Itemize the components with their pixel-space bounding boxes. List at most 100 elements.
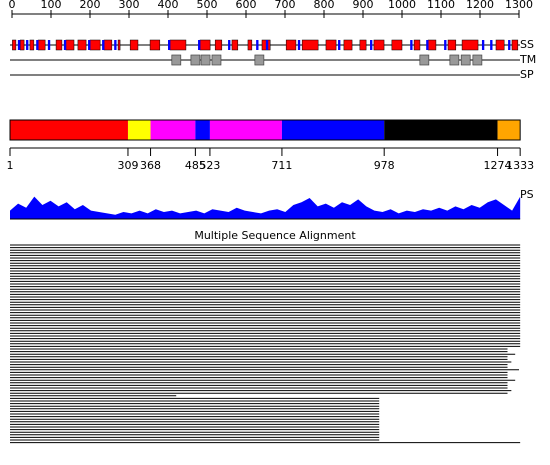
strand xyxy=(168,40,171,50)
helix xyxy=(55,39,63,51)
helix xyxy=(343,39,353,51)
tm-segment xyxy=(200,54,211,66)
tm-segment xyxy=(419,54,430,66)
helix xyxy=(12,39,17,51)
strand xyxy=(481,40,485,50)
tm-segment xyxy=(254,54,265,66)
helix xyxy=(117,39,121,51)
domain xyxy=(127,120,151,140)
strand xyxy=(256,40,259,50)
strand xyxy=(508,40,511,50)
helix xyxy=(77,39,87,51)
helix xyxy=(19,39,25,51)
tick-label: 100 xyxy=(41,0,62,11)
helix xyxy=(413,39,421,51)
tick-label: 1100 xyxy=(427,0,455,11)
helix xyxy=(247,39,253,51)
domain xyxy=(150,120,196,140)
tick-label: 200 xyxy=(80,0,101,11)
tick-label: 1200 xyxy=(466,0,494,11)
tm-segment xyxy=(171,54,182,66)
strand xyxy=(370,40,373,50)
helix xyxy=(373,39,385,51)
tm-segment xyxy=(449,54,460,66)
strand xyxy=(490,40,493,50)
domain xyxy=(209,120,282,140)
tick-label: 300 xyxy=(119,0,140,11)
strand xyxy=(114,40,117,50)
tick-label: 0 xyxy=(9,0,16,11)
strand xyxy=(444,40,447,50)
helix xyxy=(129,39,139,51)
helix xyxy=(301,39,319,51)
tm-segment xyxy=(190,54,201,66)
helix xyxy=(169,39,187,51)
strand xyxy=(426,40,429,50)
strand xyxy=(102,40,105,50)
boundary-label: 978 xyxy=(374,159,395,172)
helix xyxy=(391,39,403,51)
boundary-label: 368 xyxy=(140,159,161,172)
strand xyxy=(36,40,39,50)
strand xyxy=(198,40,201,50)
helix xyxy=(29,39,35,51)
strand xyxy=(410,40,413,50)
helix xyxy=(149,39,161,51)
helix xyxy=(427,39,437,51)
track-label: TM xyxy=(519,53,536,66)
helix xyxy=(65,39,75,51)
strand xyxy=(228,40,231,50)
boundary-label: 309 xyxy=(117,159,138,172)
domain xyxy=(281,120,385,140)
tick-label: 600 xyxy=(236,0,257,11)
boundary-label: 1 xyxy=(7,159,14,172)
domain xyxy=(10,120,128,140)
helix xyxy=(199,39,211,51)
domain xyxy=(195,120,210,140)
helix xyxy=(447,39,457,51)
tm-segment xyxy=(211,54,222,66)
domain xyxy=(497,120,521,140)
track-label: SP xyxy=(520,68,534,81)
helix xyxy=(325,39,337,51)
tm-segment xyxy=(460,54,471,66)
tick-label: 1300 xyxy=(505,0,533,11)
strand xyxy=(47,40,51,50)
domain-outline xyxy=(9,119,521,141)
tick-label: 800 xyxy=(314,0,335,11)
helix xyxy=(285,39,297,51)
strand xyxy=(17,40,21,50)
strand xyxy=(338,40,341,50)
helix xyxy=(461,39,479,51)
tick-label: 400 xyxy=(158,0,179,11)
tick-label: 500 xyxy=(197,0,218,11)
domain xyxy=(384,120,498,140)
tm-segment xyxy=(472,54,483,66)
helix xyxy=(495,39,505,51)
boundary-label: 485 xyxy=(185,159,206,172)
helix xyxy=(511,39,519,51)
helix xyxy=(37,39,46,51)
strand xyxy=(26,40,29,50)
tick-label: 1000 xyxy=(388,0,416,11)
helix xyxy=(359,39,367,51)
helix xyxy=(231,39,239,51)
strand xyxy=(265,40,269,50)
ps-profile xyxy=(10,196,521,219)
helix xyxy=(103,39,113,51)
strand xyxy=(63,40,67,50)
tick-label: 700 xyxy=(275,0,296,11)
boundary-label: 1333 xyxy=(506,159,534,172)
boundary-label: 523 xyxy=(199,159,220,172)
helix xyxy=(214,39,223,51)
msa-title: Multiple Sequence Alignment xyxy=(194,229,356,242)
strand xyxy=(297,40,301,50)
track-label: SS xyxy=(520,38,534,51)
track-label: PS xyxy=(520,188,534,201)
helix xyxy=(89,39,101,51)
strand xyxy=(88,40,91,50)
tick-label: 900 xyxy=(353,0,374,11)
boundary-label: 1274 xyxy=(484,159,512,172)
boundary-label: 711 xyxy=(271,159,292,172)
